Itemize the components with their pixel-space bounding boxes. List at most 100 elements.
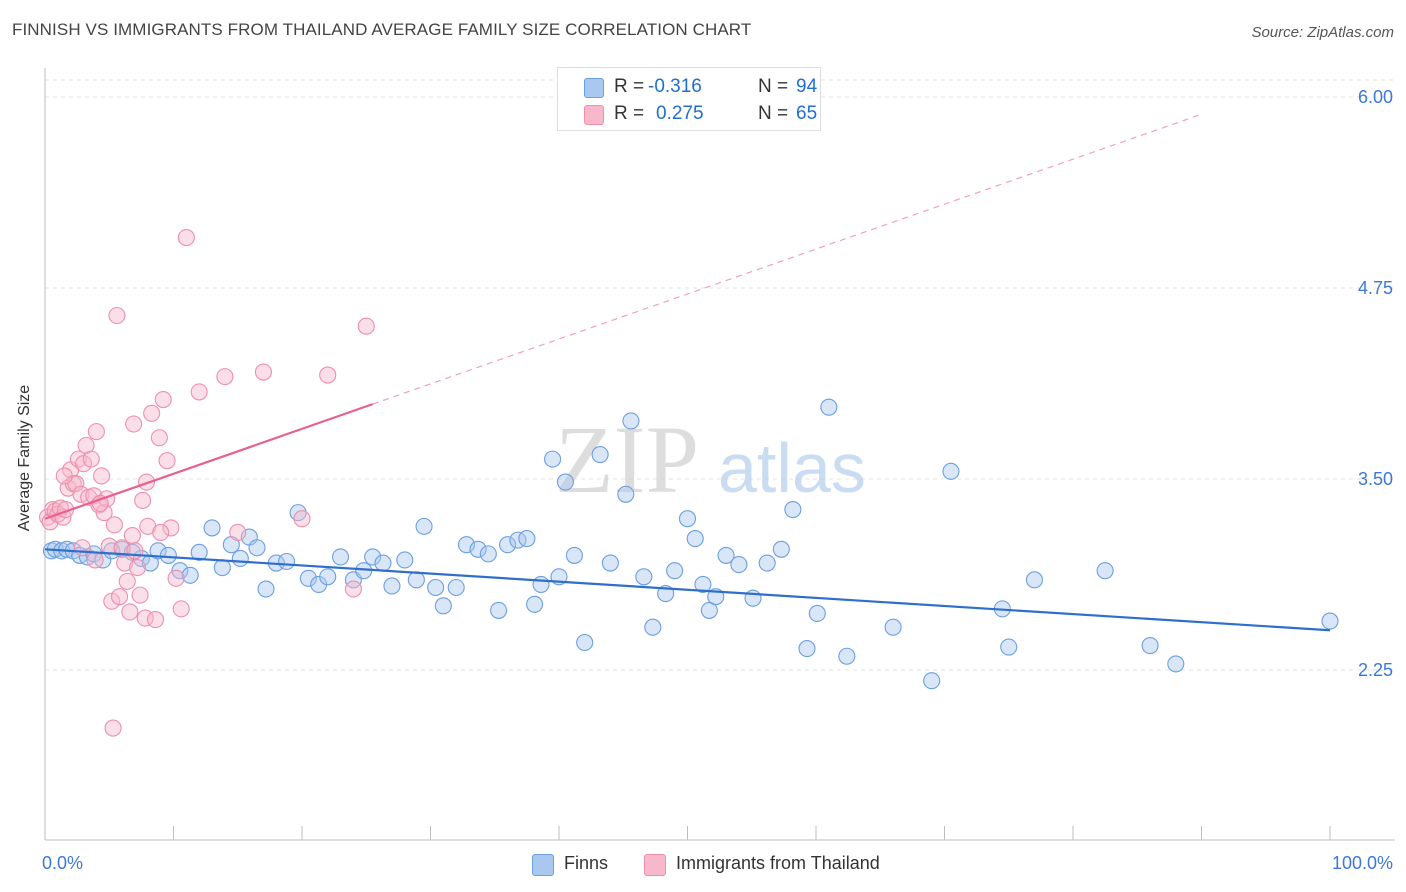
finns-point xyxy=(319,568,337,586)
thailand-point xyxy=(118,572,136,590)
y-tick-label: 2.25 xyxy=(1358,660,1393,680)
legend-swatch-finns xyxy=(584,78,604,98)
y-axis-label: Average Family Size xyxy=(16,384,33,532)
finns-point xyxy=(518,530,536,548)
finns-point xyxy=(509,531,527,549)
axes xyxy=(44,68,1395,841)
thailand-point xyxy=(167,569,185,587)
finns-point xyxy=(565,546,583,564)
finns-point xyxy=(694,575,712,593)
finns-point xyxy=(447,578,465,597)
finns-point xyxy=(1141,637,1159,655)
legend-label-finns: Finns xyxy=(564,853,609,873)
watermark-zip: ZIP xyxy=(555,406,699,513)
thailand-point xyxy=(293,510,311,528)
finns-point xyxy=(942,462,960,480)
legend-n-value: 65 xyxy=(796,103,818,124)
thailand-point xyxy=(55,467,73,485)
thailand-trend-line xyxy=(44,403,374,520)
thailand-point xyxy=(73,539,91,557)
correlation-legend: R = -0.316 N = 94 R = 0.275 N = 65 xyxy=(557,67,821,131)
thailand-point xyxy=(158,452,176,470)
finns-point xyxy=(772,540,790,558)
x-tick-label-min: 0.0% xyxy=(42,853,83,873)
finns-point xyxy=(181,566,199,584)
legend-swatch-thailand xyxy=(644,854,666,876)
finns-point xyxy=(798,640,816,658)
finns-point xyxy=(149,542,167,560)
finns-point xyxy=(820,398,838,416)
thailand-point xyxy=(319,366,337,384)
thailand-point xyxy=(125,415,143,433)
finns-point xyxy=(717,546,735,564)
thailand-point xyxy=(254,363,273,381)
finns-point xyxy=(644,618,662,636)
thailand-point xyxy=(143,404,161,422)
finns-point xyxy=(666,562,684,580)
finns-point xyxy=(159,546,177,564)
finns-point xyxy=(700,601,718,619)
thailand-point xyxy=(86,551,104,569)
finns-point xyxy=(591,446,609,464)
finns-point xyxy=(469,540,487,558)
legend-r-value: 0.275 xyxy=(656,103,704,124)
finns-point xyxy=(257,580,275,598)
trend-lines xyxy=(44,113,1331,632)
finns-point xyxy=(415,517,433,535)
thailand-point xyxy=(126,542,144,560)
finns-point xyxy=(576,633,594,652)
finns-point xyxy=(622,412,640,430)
y-tick-labels: 2.25 3.50 4.75 6.00 xyxy=(1358,87,1393,680)
finns-point xyxy=(299,569,317,587)
finns-point xyxy=(808,604,826,623)
legend-swatch-thailand xyxy=(584,105,604,125)
thailand-point xyxy=(110,588,129,606)
thailand-point xyxy=(105,516,123,534)
finns-point xyxy=(383,577,401,595)
x-tick-label-max: 100.0% xyxy=(1332,853,1393,873)
finns-point xyxy=(1167,655,1185,673)
finns-point xyxy=(203,519,221,537)
finns-point xyxy=(490,601,508,619)
finns-point xyxy=(686,530,704,548)
thailand-point xyxy=(92,467,111,485)
x-tick-labels: 0.0% 100.0% xyxy=(42,853,1393,873)
finns-point xyxy=(364,548,382,566)
thailand-point xyxy=(95,504,113,522)
finns-point xyxy=(231,549,249,568)
thailand-point xyxy=(344,580,362,598)
legend-r-value: -0.316 xyxy=(648,76,702,97)
thailand-point xyxy=(172,600,190,618)
thailand-point xyxy=(87,423,105,441)
finns-point xyxy=(499,536,517,554)
finns-point xyxy=(331,548,350,566)
legend-r-label: R = xyxy=(614,76,645,97)
thailand-point xyxy=(104,719,122,737)
finns-point xyxy=(601,554,619,572)
finns-point xyxy=(427,578,445,597)
finns-point xyxy=(730,556,748,574)
finns-point xyxy=(884,618,902,636)
finns-point xyxy=(556,473,574,491)
thailand-point xyxy=(150,429,168,447)
finns-point xyxy=(213,559,231,577)
finns-point xyxy=(838,647,856,665)
thailand-point xyxy=(91,494,109,512)
thailand-point xyxy=(134,491,152,509)
finns-point xyxy=(526,595,544,613)
watermark-atlas: atlas xyxy=(718,429,866,507)
legend-n-label: N = xyxy=(758,103,789,124)
finns-point xyxy=(407,571,425,589)
thailand-point xyxy=(123,526,141,545)
finns-point xyxy=(396,551,414,569)
thailand-point xyxy=(82,450,100,468)
legend-label-thailand: Immigrants from Thailand xyxy=(676,853,880,873)
finns-point xyxy=(1000,638,1018,656)
finns-point xyxy=(248,539,266,557)
finns-point xyxy=(758,554,776,572)
thailand-point xyxy=(357,317,375,335)
finns-point xyxy=(678,510,697,528)
chart-title: FINNISH VS IMMIGRANTS FROM THAILAND AVER… xyxy=(12,20,752,39)
thailand-point xyxy=(146,611,165,629)
